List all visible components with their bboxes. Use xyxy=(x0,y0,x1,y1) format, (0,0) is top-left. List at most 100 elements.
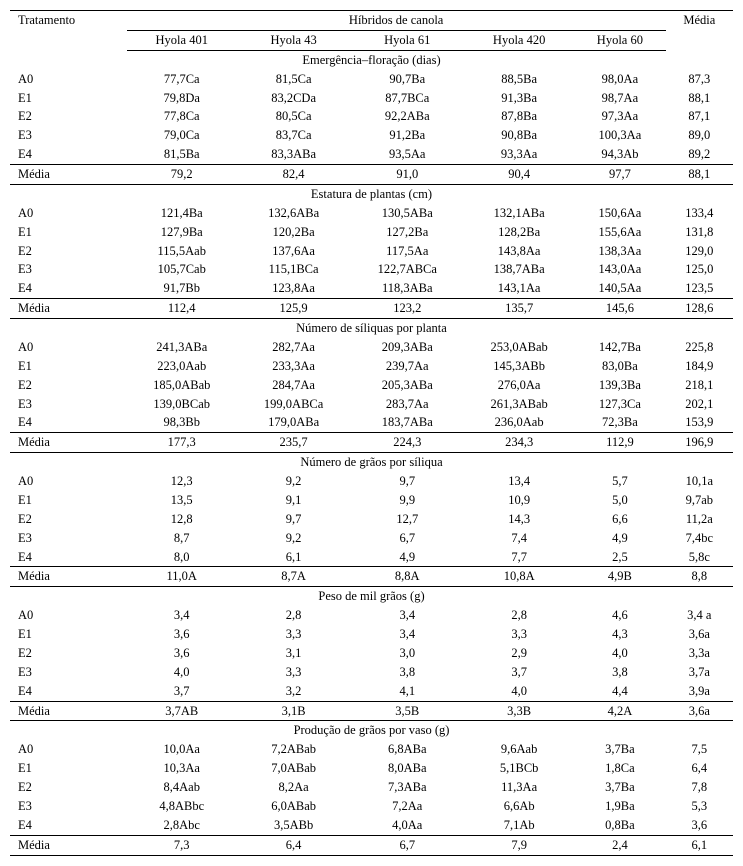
value-cell: 79,8Da xyxy=(127,89,237,108)
value-cell: 284,7Aa xyxy=(237,376,351,395)
treatment-cell: E1 xyxy=(10,759,127,778)
value-cell: 239,7Aa xyxy=(350,357,464,376)
table-row: E277,8Ca80,5Ca92,2ABa87,8Ba97,3Aa87,1 xyxy=(10,107,733,126)
mean-cell: 8,7A xyxy=(237,567,351,587)
value-cell: 3,6a xyxy=(666,625,733,644)
value-cell: 3,6 xyxy=(127,644,237,663)
value-cell: 7,7 xyxy=(464,548,574,567)
value-cell: 3,1 xyxy=(237,644,351,663)
treatment-cell: E2 xyxy=(10,778,127,797)
value-cell: 6,0ABab xyxy=(237,797,351,816)
mean-label-cell: Média xyxy=(10,835,127,855)
treatment-cell: E3 xyxy=(10,529,127,548)
table-row: E498,3Bb179,0ABa183,7ABa236,0Aab72,3Ba15… xyxy=(10,413,733,432)
value-cell: 218,1 xyxy=(666,376,733,395)
table-row: E491,7Bb123,8Aa118,3ABa143,1Aa140,5Aa123… xyxy=(10,279,733,298)
mean-cell: 235,7 xyxy=(237,433,351,453)
value-cell: 4,9 xyxy=(574,529,665,548)
value-cell: 5,1BCb xyxy=(464,759,574,778)
value-cell: 127,9Ba xyxy=(127,223,237,242)
mean-label-cell: Média xyxy=(10,165,127,185)
mean-row: Média177,3235,7224,3234,3112,9196,9 xyxy=(10,433,733,453)
value-cell: 183,7ABa xyxy=(350,413,464,432)
value-cell: 9,6Aab xyxy=(464,740,574,759)
mean-cell: 6,1 xyxy=(666,835,733,855)
treatment-cell: E1 xyxy=(10,491,127,510)
treatment-cell: E2 xyxy=(10,107,127,126)
value-cell: 9,7 xyxy=(237,510,351,529)
value-cell: 11,2a xyxy=(666,510,733,529)
section-title-row: Número de grãos por síliqua xyxy=(10,453,733,472)
table-row: E379,0Ca83,7Ca91,2Ba90,8Ba100,3Aa89,0 xyxy=(10,126,733,145)
mean-label-cell: Média xyxy=(10,567,127,587)
value-cell: 127,2Ba xyxy=(350,223,464,242)
value-cell: 87,7BCa xyxy=(350,89,464,108)
value-cell: 13,4 xyxy=(464,472,574,491)
treatment-cell: E1 xyxy=(10,89,127,108)
value-cell: 11,3Aa xyxy=(464,778,574,797)
mean-row: Média112,4125,9123,2135,7145,6128,6 xyxy=(10,299,733,319)
value-cell: 155,6Aa xyxy=(574,223,665,242)
treatment-cell: A0 xyxy=(10,70,127,89)
value-cell: 5,7 xyxy=(574,472,665,491)
value-cell: 199,0ABCa xyxy=(237,395,351,414)
value-cell: 138,3Aa xyxy=(574,242,665,261)
value-cell: 1,8Ca xyxy=(574,759,665,778)
value-cell: 4,0 xyxy=(127,663,237,682)
value-cell: 77,8Ca xyxy=(127,107,237,126)
section-title-row: Peso de mil grãos (g) xyxy=(10,587,733,606)
col-group-header: Híbridos de canola xyxy=(127,11,666,31)
section-title-row: Produção de grãos por vaso (g) xyxy=(10,721,733,740)
mean-cell: 7,9 xyxy=(464,835,574,855)
value-cell: 81,5Ba xyxy=(127,145,237,164)
value-cell: 98,0Aa xyxy=(574,70,665,89)
value-cell: 6,8ABa xyxy=(350,740,464,759)
value-cell: 3,3a xyxy=(666,644,733,663)
value-cell: 4,6 xyxy=(574,606,665,625)
value-cell: 88,1 xyxy=(666,89,733,108)
value-cell: 130,5ABa xyxy=(350,204,464,223)
treatment-cell: E3 xyxy=(10,395,127,414)
treatment-cell: E4 xyxy=(10,816,127,835)
value-cell: 127,3Ca xyxy=(574,395,665,414)
mean-cell: 177,3 xyxy=(127,433,237,453)
value-cell: 8,2Aa xyxy=(237,778,351,797)
value-cell: 3,3 xyxy=(464,625,574,644)
mean-cell: 3,3B xyxy=(464,701,574,721)
value-cell: 8,0 xyxy=(127,548,237,567)
value-cell: 79,0Ca xyxy=(127,126,237,145)
hybrid-0: Hyola 401 xyxy=(127,30,237,50)
value-cell: 2,8Abc xyxy=(127,816,237,835)
value-cell: 81,5Ca xyxy=(237,70,351,89)
value-cell: 131,8 xyxy=(666,223,733,242)
value-cell: 209,3ABa xyxy=(350,338,464,357)
value-cell: 92,2ABa xyxy=(350,107,464,126)
value-cell: 4,1 xyxy=(350,682,464,701)
table-row: E42,8Abc3,5ABb4,0Aa7,1Ab0,8Ba3,6 xyxy=(10,816,733,835)
value-cell: 3,7Ba xyxy=(574,778,665,797)
table-row: E113,59,19,910,95,09,7ab xyxy=(10,491,733,510)
value-cell: 4,8ABbc xyxy=(127,797,237,816)
value-cell: 87,8Ba xyxy=(464,107,574,126)
mean-row: Média7,36,46,77,92,46,1 xyxy=(10,835,733,855)
table-row: E110,3Aa7,0ABab8,0ABa5,1BCb1,8Ca6,4 xyxy=(10,759,733,778)
value-cell: 83,0Ba xyxy=(574,357,665,376)
value-cell: 7,0ABab xyxy=(237,759,351,778)
hybrid-4: Hyola 60 xyxy=(574,30,665,50)
value-cell: 10,0Aa xyxy=(127,740,237,759)
value-cell: 241,3ABa xyxy=(127,338,237,357)
table-row: A0121,4Ba132,6ABa130,5ABa132,1ABa150,6Aa… xyxy=(10,204,733,223)
treatment-cell: E4 xyxy=(10,279,127,298)
mean-cell: 196,9 xyxy=(666,433,733,453)
value-cell: 179,0ABa xyxy=(237,413,351,432)
value-cell: 117,5Aa xyxy=(350,242,464,261)
col-mean-header: Média xyxy=(666,11,733,51)
table-row: A03,42,83,42,84,63,4 a xyxy=(10,606,733,625)
value-cell: 8,0ABa xyxy=(350,759,464,778)
value-cell: 9,9 xyxy=(350,491,464,510)
value-cell: 236,0Aab xyxy=(464,413,574,432)
value-cell: 4,4 xyxy=(574,682,665,701)
mean-cell: 79,2 xyxy=(127,165,237,185)
section-title: Estatura de plantas (cm) xyxy=(10,184,733,203)
value-cell: 3,4 xyxy=(127,606,237,625)
